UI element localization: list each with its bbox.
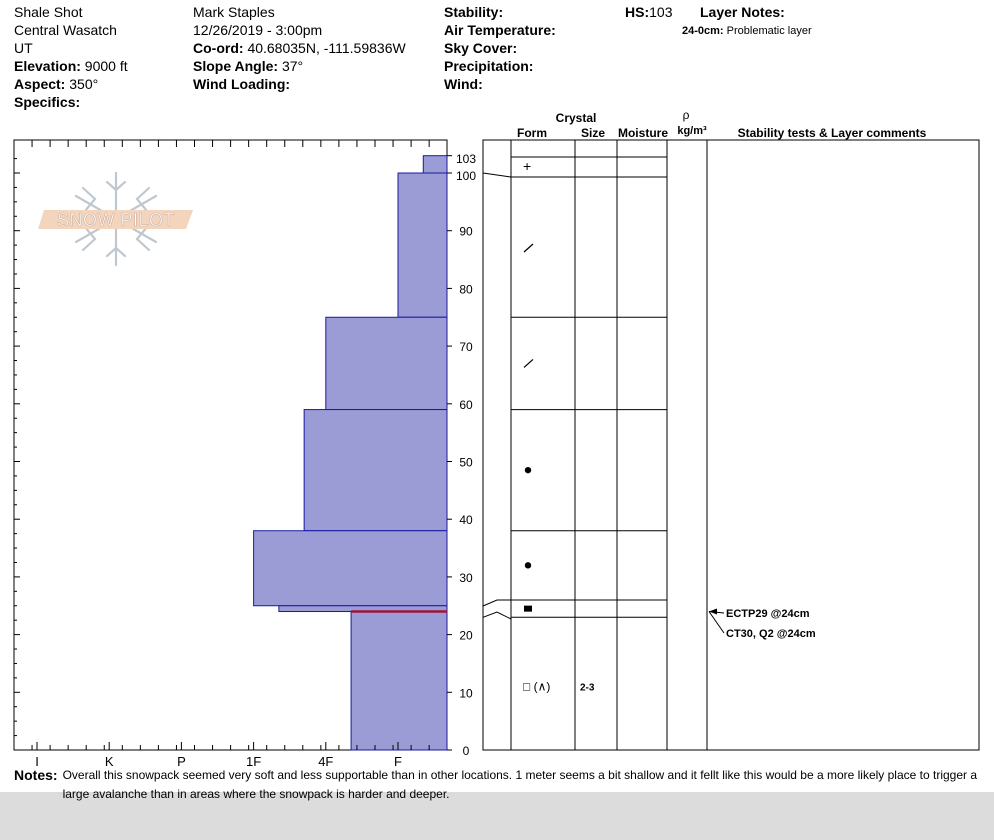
slope-value: 37°: [281, 58, 304, 74]
layer-notes-label: Layer Notes:: [700, 4, 785, 20]
stability-test-pointer: [708, 611, 725, 634]
hs-label: HS:: [625, 4, 650, 20]
stability-test-arrowhead: [709, 608, 717, 615]
hardness-bar-layer-4: [303, 409, 448, 532]
crystal-header: Crystal: [556, 111, 597, 125]
coord-value: 40.68035N, -111.59836W: [247, 40, 406, 56]
height-tick-30: 30: [459, 571, 473, 585]
strat-connector-26: [482, 599, 511, 607]
notes-text: Overall this snowpack seemed very soft a…: [62, 768, 978, 801]
sky-cover-label: Sky Cover:: [444, 40, 518, 56]
notes-block: Notes: Overall this snowpack seemed very…: [14, 766, 992, 804]
hardness-tick-P: P: [177, 754, 186, 769]
hardness-bar-layer-2: [397, 172, 448, 318]
crystal-size: 2-3: [580, 683, 595, 694]
strat-table-frame: [482, 139, 980, 751]
height-tick-40: 40: [459, 513, 473, 527]
state-name: UT: [14, 40, 33, 56]
height-tick-103: 103: [456, 152, 476, 166]
aspect-label: Aspect:: [14, 76, 66, 92]
stability-test-2: CT30, Q2 @24cm: [726, 628, 816, 640]
notes-label: Notes:: [14, 767, 58, 783]
crystal-form-dot: [524, 466, 532, 474]
density-unit-header: kg/m³: [677, 125, 707, 137]
height-tick-50: 50: [459, 456, 473, 470]
crystal-form-facet: □ (∧): [523, 680, 550, 694]
height-tick-100: 100: [456, 169, 476, 183]
elevation-label: Elevation:: [14, 58, 81, 74]
hardness-tick-I: I: [35, 754, 39, 769]
layer-note: 24-0cm: Problematic layer: [682, 22, 812, 40]
crystal-form-slash: [523, 243, 534, 253]
form-header: Form: [517, 126, 547, 140]
coord-row: Co-ord: 40.68035N, -111.59836W: [193, 39, 406, 57]
hardness-bar-layer-3: [325, 316, 448, 411]
height-tick-20: 20: [459, 629, 473, 643]
region-name: Central Wasatch: [14, 22, 117, 38]
snow-profile-chart: SNOW PILOT I K P 1F 4F F 0 10 20 30 40 50 60 70 80 90 1…: [13, 108, 980, 769]
layer-note-range: 24-0cm:: [682, 25, 724, 37]
strat-connector-100: [482, 172, 512, 178]
snowpilot-logo: SNOW PILOT: [38, 171, 193, 267]
height-tick-90: 90: [459, 225, 473, 239]
logo-text: SNOW PILOT: [57, 210, 175, 230]
hs-row: HS:103: [625, 3, 672, 21]
crystal-form-dot: [524, 562, 532, 569]
slope-row: Slope Angle: 37°: [193, 57, 406, 75]
hardness-bar-layer-5: [253, 530, 448, 607]
precip-label: Precipitation:: [444, 58, 534, 74]
hardness-bar-layer-1: [422, 155, 448, 174]
wind-loading-row: Wind Loading:: [193, 75, 406, 93]
observer-name: Mark Staples: [193, 4, 275, 20]
aspect-row: Aspect: 350°: [14, 75, 128, 93]
slope-label: Slope Angle:: [193, 58, 279, 74]
aspect-value: 350°: [69, 76, 99, 92]
strat-connector-23: [482, 611, 512, 620]
height-tick-10: 10: [459, 686, 473, 700]
air-temp-label: Air Temperature:: [444, 22, 556, 38]
elevation-row: Elevation: 9000 ft: [14, 57, 128, 75]
coord-label: Co-ord:: [193, 40, 244, 56]
moisture-header: Moisture: [618, 126, 668, 140]
height-tick-0: 0: [463, 744, 470, 758]
wind-label: Wind:: [444, 76, 483, 92]
observation-datetime: 12/26/2019 - 3:00pm: [193, 22, 323, 38]
footer-band: [0, 792, 994, 840]
stability-header: Stability tests & Layer comments: [738, 126, 927, 140]
wind-loading-label: Wind Loading:: [193, 76, 291, 92]
height-tick-70: 70: [459, 340, 473, 354]
crystal-form-plus: +: [523, 158, 531, 174]
height-tick-60: 60: [459, 398, 473, 412]
specifics-row: Specifics:: [14, 93, 128, 111]
location-name: Shale Shot: [14, 4, 83, 20]
hardness-tick-1F: 1F: [246, 754, 261, 769]
stability-test-1: ECTP29 @24cm: [726, 608, 810, 620]
hs-value: 103: [649, 4, 673, 20]
height-tick-80: 80: [459, 282, 473, 296]
hardness-tick-K: K: [105, 754, 114, 769]
layer-note-text: Problematic layer: [726, 25, 812, 37]
size-header: Size: [581, 126, 605, 140]
hardness-tick-4F: 4F: [318, 754, 333, 769]
hardness-bar-layer-7: [350, 611, 448, 751]
crystal-form-slash: [523, 358, 534, 368]
stability-label: Stability:: [444, 4, 504, 20]
hardness-tick-F: F: [394, 754, 402, 769]
specifics-label: Specifics:: [14, 94, 81, 110]
elevation-value: 9000 ft: [84, 58, 128, 74]
rho-header: ρ: [683, 108, 690, 122]
crystal-form-square: [524, 605, 532, 612]
